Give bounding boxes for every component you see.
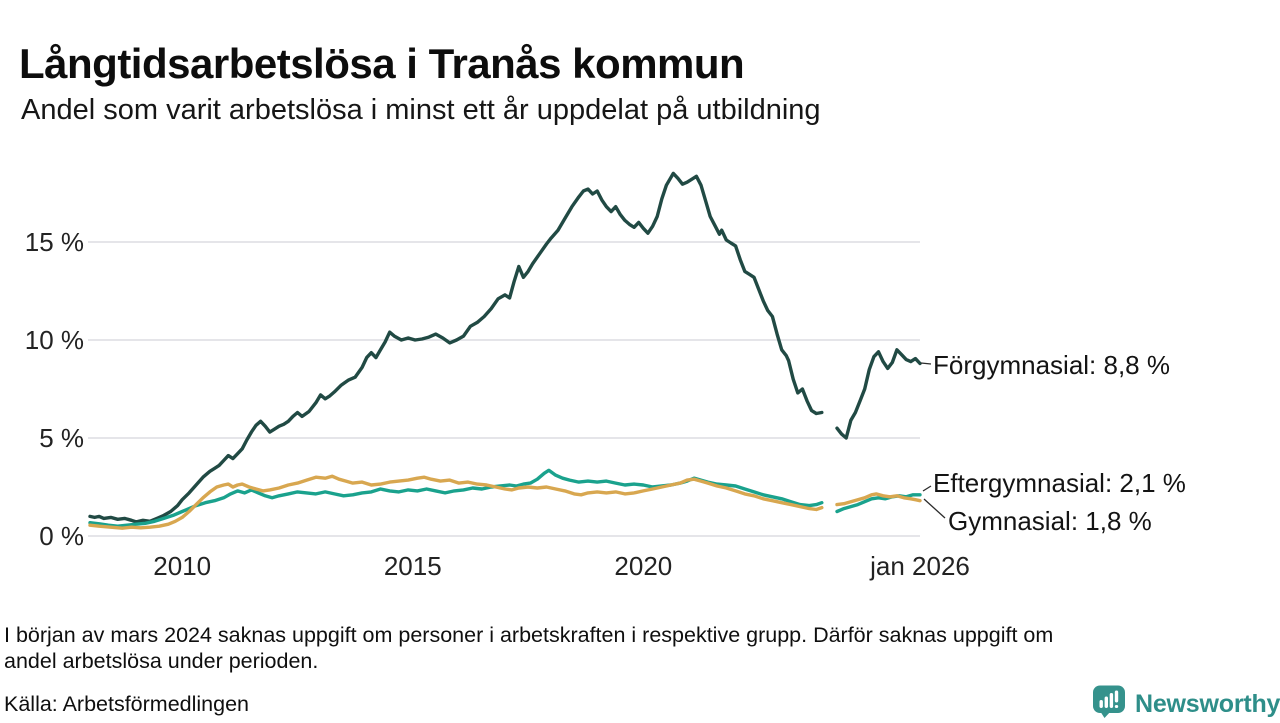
series-line-eftergymnasial [88, 468, 922, 528]
series-label-eftergymnasial: Eftergymnasial: 2,1 % [933, 468, 1186, 498]
label-connector [923, 498, 946, 519]
series-line-förgymnasial [88, 171, 922, 524]
x-axis-tick-2015: 2015 [383, 551, 442, 581]
page-title: Långtidsarbetslösa i Tranås kommun [19, 40, 745, 88]
series-label-forgymnasial: Förgymnasial: 8,8 % [933, 350, 1170, 380]
brand-name: Newsworthy [1135, 689, 1280, 718]
y-axis-tick-0: 0 % [39, 521, 84, 551]
label-connector [920, 362, 932, 365]
series-line-gymnasial [88, 474, 922, 530]
chart-subtitle: Andel som varit arbetslösa i minst ett å… [21, 94, 821, 126]
series-label-gymnasial: Gymnasial: 1,8 % [948, 506, 1152, 536]
footnote-line-2: andel arbetslösa under perioden. [4, 649, 319, 673]
footnote-line-1: I början av mars 2024 saknas uppgift om … [4, 623, 1054, 647]
y-axis-tick-10: 10 % [24, 325, 84, 355]
bar-chart-speech-bubble-icon [1092, 685, 1126, 723]
newsworthy-branding: Newsworthy [1092, 685, 1280, 723]
x-axis-tick-jan-2026: jan 2026 [870, 551, 970, 581]
x-axis-tick-2010: 2010 [153, 551, 212, 581]
source-credit: Källa: Arbetsförmedlingen [4, 692, 250, 716]
y-axis-tick-15: 15 % [24, 227, 84, 257]
x-axis-tick-2020: 2020 [614, 551, 673, 581]
y-axis-tick-5: 5 % [39, 423, 84, 453]
label-connector [922, 485, 932, 492]
